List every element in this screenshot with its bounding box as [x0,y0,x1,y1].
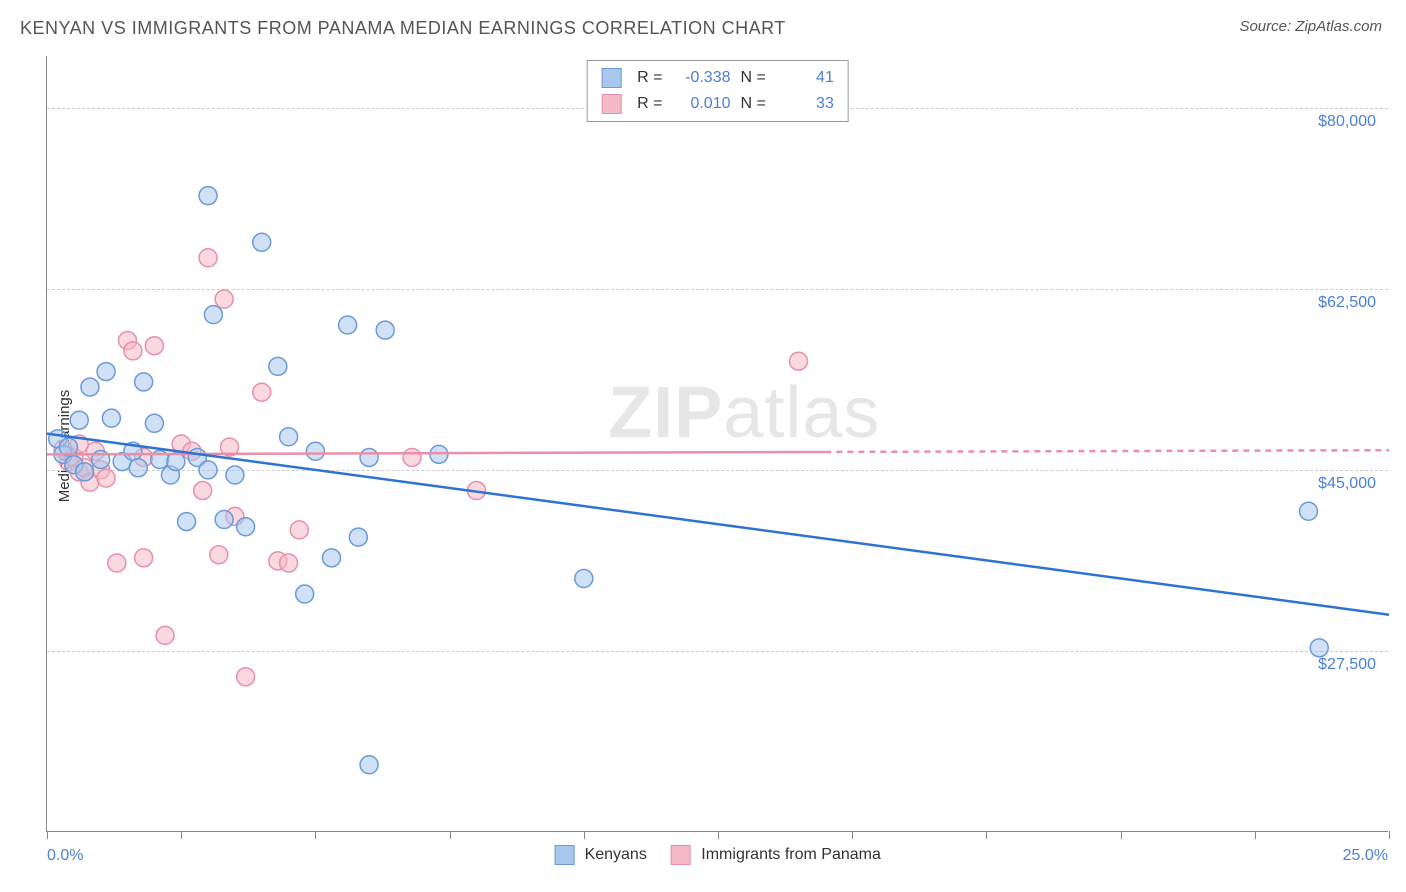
x-tick [1389,831,1390,839]
r-label: R = [637,65,662,91]
scatter-point [575,570,593,588]
x-axis-min-label: 0.0% [47,847,83,865]
source-attribution: Source: ZipAtlas.com [1239,18,1382,35]
scatter-point [269,357,287,375]
scatter-point [145,337,163,355]
scatter-point [81,378,99,396]
scatter-point [97,363,115,381]
scatter-point [280,428,298,446]
scatter-point [349,528,367,546]
legend-label: Immigrants from Panama [701,846,881,863]
n-label: N = [741,91,766,117]
r-label: R = [637,91,662,117]
x-tick [584,831,585,839]
x-tick [718,831,719,839]
n-value: 33 [776,91,834,117]
x-tick [986,831,987,839]
scatter-point [70,411,88,429]
legend-item-series2: Immigrants from Panama [671,845,881,865]
swatch-series2-icon [601,94,621,114]
page-title: KENYAN VS IMMIGRANTS FROM PANAMA MEDIAN … [20,18,786,39]
stats-row-series1: R = -0.338 N = 41 [601,65,834,91]
n-label: N = [741,65,766,91]
scatter-point [280,554,298,572]
scatter-point [1310,639,1328,657]
scatter-point [178,513,196,531]
scatter-point [306,442,324,460]
scatter-point [360,756,378,774]
trendline-series2-dashed [825,450,1389,452]
scatter-point [204,306,222,324]
swatch-series2-icon [671,845,691,865]
x-tick [1255,831,1256,839]
scatter-point [108,554,126,572]
scatter-point [135,373,153,391]
scatter-point [215,290,233,308]
scatter-point [339,316,357,334]
x-tick [1121,831,1122,839]
x-tick [47,831,48,839]
scatter-point [215,511,233,529]
x-tick [181,831,182,839]
swatch-series1-icon [601,68,621,88]
scatter-point [199,187,217,205]
scatter-point [199,461,217,479]
x-tick [450,831,451,839]
scatter-point [167,453,185,471]
scatter-point [323,549,341,567]
scatter-point [156,626,174,644]
scatter-point [210,546,228,564]
r-value: -0.338 [673,65,731,91]
scatter-point [237,518,255,536]
x-axis-max-label: 25.0% [1343,847,1388,865]
scatter-point [226,466,244,484]
scatter-point [129,459,147,477]
scatter-point [199,249,217,267]
scatter-point [194,482,212,500]
scatter-point [253,383,271,401]
legend-item-series1: Kenyans [554,845,647,865]
bottom-legend: Kenyans Immigrants from Panama [554,845,881,865]
scatter-point [1299,502,1317,520]
scatter-plot-svg [47,56,1388,831]
scatter-point [253,233,271,251]
swatch-series1-icon [554,845,574,865]
x-tick [852,831,853,839]
scatter-point [403,448,421,466]
scatter-point [376,321,394,339]
legend-label: Kenyans [585,846,647,863]
scatter-point [360,448,378,466]
scatter-point [76,463,94,481]
scatter-point [290,521,308,539]
scatter-point [790,352,808,370]
scatter-point [145,414,163,432]
r-value: 0.010 [673,91,731,117]
scatter-point [135,549,153,567]
stats-row-series2: R = 0.010 N = 33 [601,91,834,117]
chart-plot-area: ZIPatlas $27,500$45,000$62,500$80,000 R … [46,56,1388,832]
scatter-point [296,585,314,603]
scatter-point [102,409,120,427]
scatter-point [237,668,255,686]
correlation-stats-box: R = -0.338 N = 41 R = 0.010 N = 33 [586,60,849,122]
scatter-point [97,469,115,487]
scatter-point [124,342,142,360]
n-value: 41 [776,65,834,91]
x-tick [315,831,316,839]
